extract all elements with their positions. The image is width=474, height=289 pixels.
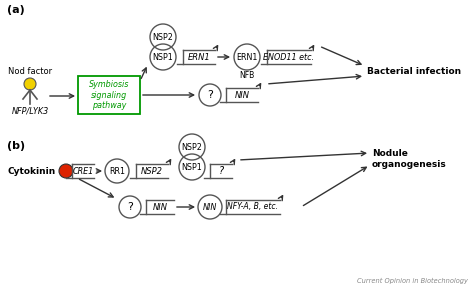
- Text: NIN: NIN: [203, 203, 217, 212]
- Text: ?: ?: [207, 90, 213, 100]
- Text: ?: ?: [127, 202, 133, 212]
- Text: NSP1: NSP1: [153, 53, 173, 62]
- Text: (a): (a): [7, 5, 25, 15]
- Text: NFP/LYK3: NFP/LYK3: [11, 106, 49, 115]
- Text: Current Opinion in Biotechnology: Current Opinion in Biotechnology: [357, 278, 468, 284]
- Text: (b): (b): [7, 141, 25, 151]
- Text: NFY-A, B, etc.: NFY-A, B, etc.: [228, 203, 279, 212]
- Text: RR1: RR1: [109, 166, 125, 175]
- Text: Symbiosis
signaling
pathway: Symbiosis signaling pathway: [89, 80, 129, 110]
- Text: Nodule
organogenesis: Nodule organogenesis: [372, 149, 447, 169]
- Text: Cytokinin: Cytokinin: [8, 166, 56, 175]
- Text: CRE1: CRE1: [73, 166, 94, 175]
- Text: NIN: NIN: [153, 203, 167, 212]
- Text: ERN1: ERN1: [188, 53, 210, 62]
- Text: NSP2: NSP2: [153, 32, 173, 42]
- Text: ENOD11 etc.: ENOD11 etc.: [264, 53, 315, 62]
- Text: Bacterial infection: Bacterial infection: [367, 66, 461, 75]
- Text: NSP2: NSP2: [141, 166, 163, 175]
- Text: Nod factor: Nod factor: [8, 67, 52, 76]
- Text: ERN1: ERN1: [237, 53, 258, 62]
- Circle shape: [24, 78, 36, 90]
- Text: NIN: NIN: [235, 90, 249, 99]
- Bar: [78, 76, 140, 114]
- Text: NFB: NFB: [239, 71, 255, 80]
- Text: NSP2: NSP2: [182, 142, 202, 151]
- Text: ?: ?: [219, 166, 224, 176]
- Text: NSP1: NSP1: [182, 162, 202, 171]
- Circle shape: [59, 164, 73, 178]
